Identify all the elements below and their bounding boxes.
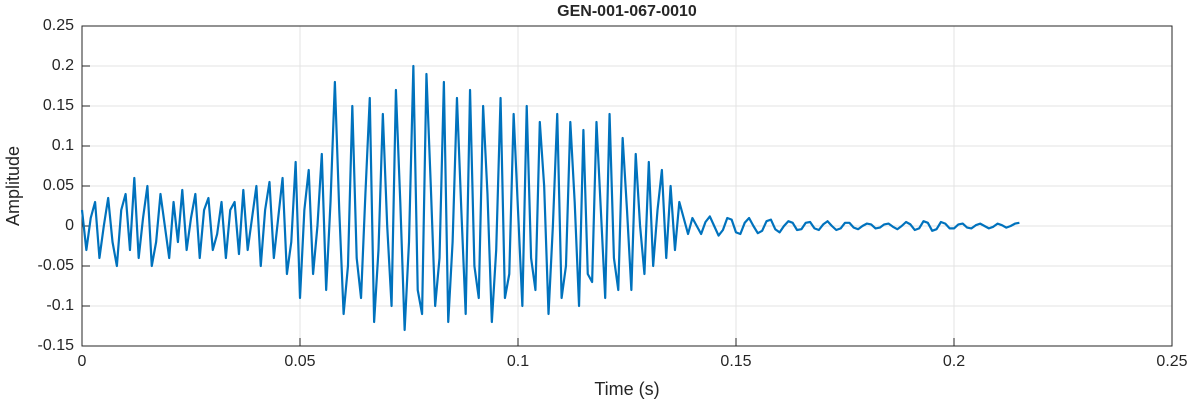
plot-frame: [81, 25, 1173, 347]
x-tick-label: 0: [78, 353, 87, 370]
x-tick-label: 0.1: [507, 353, 529, 370]
x-tick-label: 0.25: [1156, 353, 1187, 370]
x-axis-label: Time (s): [594, 379, 659, 399]
y-tick-label: 0.25: [43, 17, 74, 34]
x-tick-label: 0.15: [720, 353, 751, 370]
y-tick-label: 0: [65, 217, 74, 234]
chart-title: GEN-001-067-0010: [557, 3, 697, 20]
y-tick-label: 0.05: [43, 177, 74, 194]
y-tick-label: 0.1: [52, 137, 74, 154]
y-tick-label: 0.15: [43, 97, 74, 114]
signal-line: [80, 64, 1020, 332]
y-tick-label: -0.1: [46, 297, 74, 314]
x-tick-label: 0.05: [284, 353, 315, 370]
x-tick-label: 0.2: [943, 353, 965, 370]
y-tick-label: -0.05: [38, 257, 75, 274]
y-axis-label: Amplitude: [3, 146, 23, 226]
y-tick-label: -0.15: [38, 337, 75, 354]
y-tick-label: 0.2: [52, 57, 74, 74]
